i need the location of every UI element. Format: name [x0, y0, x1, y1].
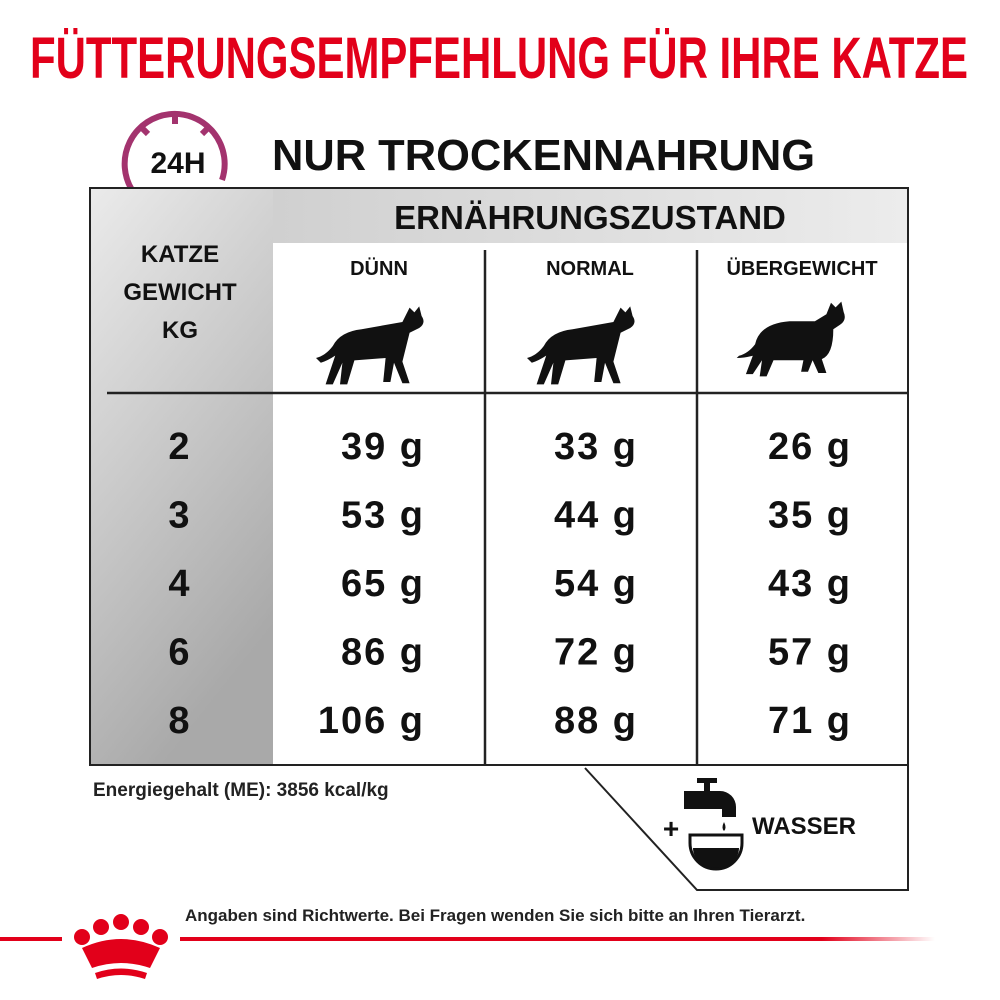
- weight: 4: [168, 563, 191, 605]
- column-header: ÜBERGEWICHT: [726, 257, 877, 280]
- footer-rule: [180, 937, 935, 941]
- amount: 39 g: [341, 426, 425, 468]
- amount: 33 g: [554, 426, 638, 468]
- footer-rule: [0, 937, 62, 941]
- cat-silhouette: [736, 301, 845, 377]
- crown-logo: [74, 914, 168, 979]
- weight: 3: [168, 495, 191, 537]
- amount: 26 g: [768, 426, 852, 468]
- weight: 2: [168, 426, 191, 468]
- amount: 53 g: [341, 495, 425, 537]
- amount: 44 g: [554, 495, 638, 537]
- cat-silhouette: [527, 306, 635, 385]
- group-header-band: [273, 188, 908, 243]
- weight: 8: [168, 700, 191, 742]
- amount: 106 g: [318, 700, 425, 742]
- amount: 86 g: [341, 632, 425, 674]
- clock-icon: [121, 110, 228, 192]
- energy: Energiegehalt (ME): 3856 kcal/kg: [93, 780, 389, 801]
- row-header: KATZE: [141, 241, 219, 268]
- amount: 57 g: [768, 632, 852, 674]
- group-header: ERNÄHRUNGSZUSTAND: [394, 199, 786, 236]
- badge: 24H: [150, 147, 205, 180]
- amount: 65 g: [341, 563, 425, 605]
- water-box: [584, 765, 909, 891]
- column-header: DÜNN: [350, 257, 408, 280]
- weight: 6: [168, 632, 191, 674]
- plus: +: [663, 813, 679, 844]
- column-header: NORMAL: [546, 258, 634, 280]
- row-header-column: [90, 188, 273, 765]
- footer: Angaben sind Richtwerte. Bei Fragen wend…: [185, 906, 805, 925]
- amount: 71 g: [768, 700, 852, 742]
- amount: 43 g: [768, 563, 852, 605]
- amount: 88 g: [554, 700, 638, 742]
- table-border: [89, 187, 909, 766]
- title: FÜTTERUNGSEMPFEHLUNG FÜR IHRE KATZE: [30, 26, 968, 91]
- amount: 54 g: [554, 563, 638, 605]
- water-label: WASSER: [752, 813, 856, 840]
- section-title: NUR TROCKENNAHRUNG: [272, 131, 815, 180]
- water-icon: [684, 778, 744, 871]
- row-header: GEWICHT: [123, 279, 237, 306]
- cat-silhouette: [316, 306, 424, 385]
- row-header: KG: [162, 317, 198, 344]
- amount: 72 g: [554, 632, 638, 674]
- amount: 35 g: [768, 495, 852, 537]
